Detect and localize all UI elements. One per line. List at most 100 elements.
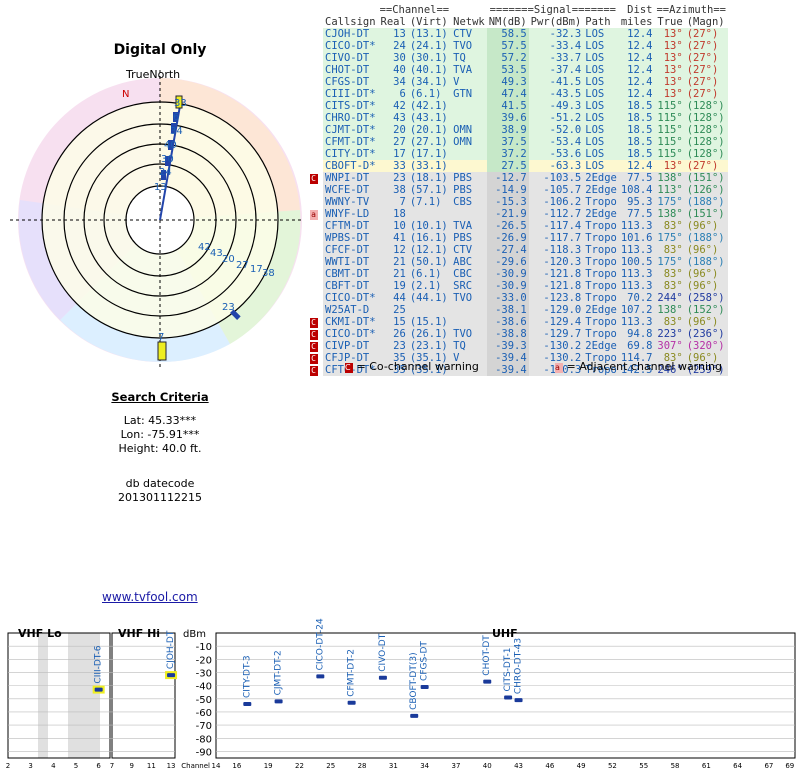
cell-tru: 83° — [654, 268, 685, 280]
cell-net: CTV — [451, 28, 487, 40]
station-row[interactable]: CITS-DT* 42 (42.1) 41.5 -49.3 LOS 18.5 115° (128… — [304, 100, 729, 112]
station-row[interactable]: CHOT-DT 40 (40.1) TVA 53.5 -37.4 LOS 12.4 13° (27… — [304, 64, 729, 76]
station-row[interactable]: CICO-DT* 44 (44.1) TVO -33.0 -123.8 Tropo 70.2 2… — [304, 292, 729, 304]
station-row[interactable]: WWTI-DT 21 (50.1) ABC -29.6 -120.3 Tropo 100.5 1… — [304, 256, 729, 268]
cell-real: 23 — [377, 172, 408, 184]
cell-mag: (151°) — [684, 172, 729, 184]
cell-mag: (27°) — [684, 40, 729, 52]
station-row[interactable]: CBOFT-D* 33 (33.1) 27.5 -63.3 LOS 12.4 13° (27°) — [304, 160, 729, 172]
cell-net: OMN — [451, 124, 487, 136]
lo-gap-band — [68, 633, 100, 758]
station-row[interactable]: C CICO-DT* 26 (26.1) TVO -38.8 -129.7 Tropo 94.8… — [304, 328, 729, 340]
station-row[interactable]: C CIVP-DT 23 (23.1) TQ -39.3 -130.2 2Edge 69.8 30… — [304, 340, 729, 352]
col-miles: miles — [620, 16, 653, 28]
radar-marker-6[interactable] — [173, 112, 178, 122]
station-row[interactable]: a WNYF-LD 18 -21.9 -112.7 2Edge 77.5 138° (151°) — [304, 208, 729, 220]
cell-tru: 138° — [654, 304, 685, 316]
station-row[interactable]: CIII-DT* 6 (6.1) GTN 47.4 -43.5 LOS 12.4 13° (27°… — [304, 88, 729, 100]
radar-marker-40[interactable] — [168, 140, 173, 150]
station-label: CFGS-DT — [420, 641, 430, 681]
station-row[interactable]: CFTM-DT 10 (10.1) TVA -26.5 -117.4 Tropo 113.3 8… — [304, 220, 729, 232]
channel-tick: 67 — [764, 762, 773, 768]
cell-pwr: -105.7 — [528, 184, 584, 196]
channel-tick: 4 — [51, 762, 56, 768]
adjacent-icon: a — [555, 363, 563, 373]
station-label: CJMT-DT-2 — [274, 650, 284, 695]
station-row[interactable]: CIVO-DT 30 (30.1) TQ 57.2 -33.7 LOS 12.4 13° (27°… — [304, 52, 729, 64]
channel-tick: 37 — [451, 762, 460, 768]
radar-marker-34[interactable] — [171, 123, 176, 133]
radar-marker-33[interactable] — [175, 95, 183, 109]
station-row[interactable]: C CFJP-DT 35 (35.1) V -39.4 -130.2 Tropo 114.7 83… — [304, 352, 729, 364]
cell-virt: (18.1) — [407, 172, 452, 184]
radar-marker-30[interactable] — [165, 156, 170, 166]
cell-mag: (236°) — [684, 328, 729, 340]
criteria-height: Height: 40.0 ft. — [118, 442, 202, 455]
station-label: CHRO-DT-43 — [514, 638, 524, 694]
hdr-dist-group: Dist — [627, 4, 653, 16]
channel-tick: 40 — [483, 762, 492, 768]
cell-dist: 77.5 — [618, 172, 655, 184]
cell-pwr: -120.3 — [528, 256, 584, 268]
radar-marker-24[interactable] — [161, 170, 166, 180]
cell-path: LOS — [583, 28, 619, 40]
station-row[interactable]: CHRO-DT* 43 (43.1) 39.6 -51.2 LOS 18.5 115° (128… — [304, 112, 729, 124]
cell-call: CJMT-DT* — [323, 124, 378, 136]
station-row[interactable]: CITY-DT* 17 (17.1) 37.2 -53.6 LOS 18.5 115° (128… — [304, 148, 729, 160]
cell-call: CBOFT-D* — [323, 160, 378, 172]
cell-virt: (30.1) — [407, 52, 452, 64]
cell-mag: (128°) — [684, 112, 729, 124]
cell-warn — [304, 232, 323, 244]
cell-mag: (96°) — [684, 316, 729, 328]
cell-dist: 108.4 — [618, 184, 655, 196]
spectrum-panel-uhf — [215, 632, 796, 759]
station-row[interactable]: CBFT-DT 19 (2.1) SRC -30.9 -121.8 Tropo 113.3 83… — [304, 280, 729, 292]
station-label: CICO-DT-24 — [315, 618, 325, 670]
cell-nm: 41.5 — [486, 100, 529, 112]
radar-label-6: 6 — [173, 112, 179, 123]
station-row[interactable]: W25AT-D 25 -38.1 -129.0 2Edge 107.2 138° (152°) — [304, 304, 729, 316]
criteria-lon: Lon: -75.91*** — [120, 428, 200, 441]
station-row[interactable]: C WNPI-DT 23 (18.1) PBS -12.7 -103.5 2Edge 77.5 1… — [304, 172, 729, 184]
cell-call: CIVO-DT — [323, 52, 378, 64]
col-netwk: Netwk — [453, 16, 485, 28]
cell-net: CTV — [451, 244, 487, 256]
station-row[interactable]: WWNY-TV 7 (7.1) CBS -15.3 -106.2 Tropo 95.3 175°… — [304, 196, 729, 208]
cell-virt: (50.1) — [407, 256, 452, 268]
station-row[interactable]: CJMT-DT* 20 (20.1) OMN 38.9 -52.0 LOS 18.5 115°(… — [304, 124, 729, 136]
channel-tick: 34 — [420, 762, 429, 768]
vhf-lo-label: VHF Lo — [18, 627, 62, 640]
station-row[interactable]: CFGS-DT 34 (34.1) V 49.3 -41.5 LOS 12.4 13° (27°) — [304, 76, 729, 88]
cell-tru: 223° — [654, 328, 685, 340]
tvfool-link[interactable]: www.tvfool.com — [102, 590, 198, 604]
cell-dist: 114.7 — [618, 352, 655, 364]
cell-pwr: -121.8 — [528, 268, 584, 280]
cell-virt: (7.1) — [407, 196, 452, 208]
cell-net: V — [451, 352, 487, 364]
legend-cochannel-text: = Co-channel warning — [356, 360, 479, 373]
radar-marker-7[interactable] — [157, 341, 167, 361]
radar-marker-23[interactable] — [230, 309, 241, 320]
cell-nm: 58.5 — [486, 28, 529, 40]
cell-dist: 113.3 — [618, 316, 655, 328]
channel-tick: 28 — [358, 762, 367, 768]
cell-path: Tropo — [583, 316, 619, 328]
cell-mag: (259°) — [684, 364, 729, 376]
adjacent-warning-icon: a — [309, 210, 318, 220]
cell-virt: (10.1) — [407, 220, 452, 232]
station-row[interactable]: CICO-DT* 24 (24.1) TVO 57.5 -33.4 LOS 12.4 13° (2… — [304, 40, 729, 52]
station-row[interactable]: WPBS-DT 41 (16.1) PBS -26.9 -117.7 Tropo 101.6 1… — [304, 232, 729, 244]
station-row[interactable]: CFMT-DT* 27 (27.1) OMN 37.5 -53.4 LOS 18.5 115°(… — [304, 136, 729, 148]
cell-warn — [304, 148, 323, 160]
station-row[interactable]: CBMT-DT 21 (6.1) CBC -30.9 -121.8 Tropo 113.3 83… — [304, 268, 729, 280]
cell-virt: (16.1) — [407, 232, 452, 244]
cell-pwr: -130.2 — [528, 340, 584, 352]
search-criteria: Search Criteria Lat: 45.33*** Lon: -75.9… — [60, 390, 260, 456]
station-row[interactable]: C CKMI-DT* 15 (15.1) -38.6 -129.4 Tropo 113.3 83… — [304, 316, 729, 328]
station-row[interactable]: CJOH-DT 13 (13.1) CTV 58.5 -32.3 LOS 12.4 13° (27… — [304, 28, 729, 40]
cell-nm: -26.9 — [486, 232, 529, 244]
station-row[interactable]: CFCF-DT 12 (12.1) CTV -27.4 -118.3 Tropo 113.3 8… — [304, 244, 729, 256]
cell-nm: -33.0 — [486, 292, 529, 304]
station-row[interactable]: WCFE-DT 38 (57.1) PBS -14.9 -105.7 2Edge 108.4 1… — [304, 184, 729, 196]
hdr-signal-group: =======Signal======= — [489, 4, 617, 16]
